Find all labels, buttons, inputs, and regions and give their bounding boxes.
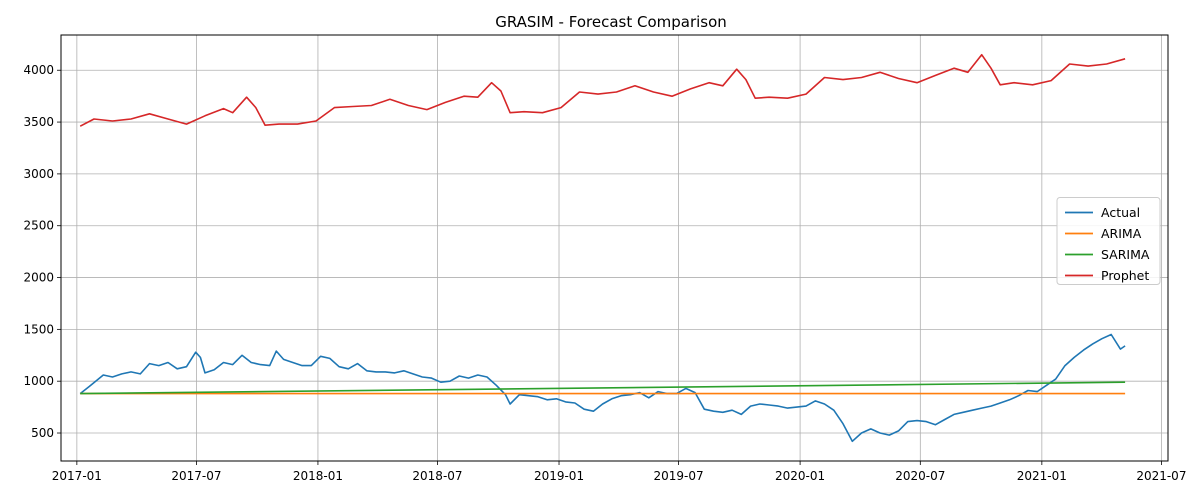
legend-label-prophet: Prophet — [1101, 268, 1149, 283]
y-tick-label: 500 — [31, 426, 54, 440]
x-tick-label: 2019-01 — [534, 469, 584, 483]
legend-label-sarima: SARIMA — [1101, 247, 1150, 262]
series-line-prophet — [79, 53, 1126, 127]
legend-label-actual: Actual — [1101, 205, 1140, 220]
series-line-actual — [79, 333, 1126, 443]
y-tick-label: 4000 — [23, 63, 54, 77]
legend: Actual ARIMA SARIMA Prophet — [1056, 197, 1161, 285]
x-tick-label: 2017-07 — [171, 469, 221, 483]
x-tick-label: 2017-01 — [52, 469, 102, 483]
y-tick-label: 1500 — [23, 322, 54, 336]
y-tick-label: 1000 — [23, 374, 54, 388]
x-tick-label: 2018-07 — [412, 469, 462, 483]
y-tick-label: 2000 — [23, 271, 54, 285]
y-tick-label: 3500 — [23, 115, 54, 129]
x-tick-label: 2020-01 — [775, 469, 825, 483]
x-tick-label: 2020-07 — [895, 469, 945, 483]
legend-label-arima: ARIMA — [1101, 226, 1142, 241]
grid-layer — [61, 35, 1168, 461]
axis-layer: 2017-01 2017-07 2018-01 2018-07 2019-01 2019-… — [23, 63, 1186, 483]
x-tick-label: 2019-07 — [653, 469, 703, 483]
plot-area-frame — [60, 34, 1169, 462]
x-tick-label: 2021-01 — [1017, 469, 1067, 483]
series-line-sarima — [80, 381, 1126, 395]
y-tick-label: 2500 — [23, 219, 54, 233]
y-tick-label: 3000 — [23, 167, 54, 181]
chart-title: GRASIM - Forecast Comparison — [495, 13, 727, 31]
x-tick-label: 2021-07 — [1136, 469, 1186, 483]
series-layer — [79, 53, 1126, 443]
legend-box — [1056, 197, 1161, 285]
x-tick-label: 2018-01 — [293, 469, 343, 483]
